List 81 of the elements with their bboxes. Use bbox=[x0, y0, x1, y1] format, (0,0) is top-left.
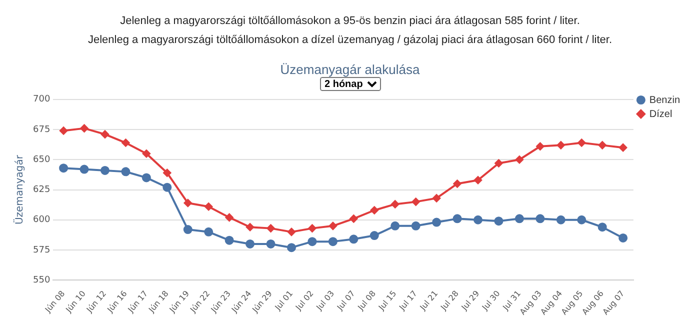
y-tick-label: 575 bbox=[32, 245, 50, 256]
point bbox=[142, 150, 150, 158]
x-tick-label: Jul 15 bbox=[376, 289, 398, 313]
point bbox=[598, 222, 607, 232]
point bbox=[328, 222, 337, 230]
point bbox=[224, 236, 234, 245]
point bbox=[142, 173, 151, 182]
point bbox=[556, 215, 566, 224]
point bbox=[474, 176, 482, 184]
point bbox=[266, 239, 276, 248]
point bbox=[308, 224, 316, 232]
point bbox=[578, 138, 586, 147]
point bbox=[204, 227, 214, 236]
point bbox=[514, 214, 524, 224]
legend-label: Benzin bbox=[649, 94, 680, 106]
point bbox=[80, 164, 89, 174]
text: Jelenleg a magyarországi töltőállomásokon a 95-ös benzin piaci ára átlagosan 585 forint / liter. bbox=[119, 14, 581, 29]
point bbox=[349, 234, 358, 244]
x-tick-label: Jul 17 bbox=[397, 289, 419, 313]
point bbox=[536, 214, 545, 224]
x-tick-label: Jul 21 bbox=[418, 289, 440, 313]
point bbox=[163, 168, 172, 177]
point bbox=[432, 194, 441, 202]
y-axis-title: Üzemanyagár bbox=[12, 154, 26, 225]
point bbox=[184, 199, 192, 208]
point bbox=[246, 239, 255, 248]
point bbox=[266, 224, 275, 232]
point bbox=[370, 231, 379, 240]
point bbox=[577, 215, 586, 224]
x-tick-label: Jul 07 bbox=[334, 289, 357, 313]
point bbox=[225, 213, 234, 222]
y-tick-label: 700 bbox=[32, 94, 50, 105]
point bbox=[308, 237, 317, 246]
point bbox=[286, 243, 296, 252]
x-tick-label: Jul 28 bbox=[438, 289, 460, 313]
y-tick-label: 550 bbox=[32, 275, 50, 286]
point bbox=[80, 124, 88, 132]
point bbox=[204, 202, 213, 211]
legend-label: Dízel bbox=[649, 108, 672, 120]
point bbox=[60, 126, 68, 135]
point bbox=[598, 141, 606, 150]
point bbox=[122, 138, 130, 147]
x-tick-label: Jul 29 bbox=[459, 289, 482, 313]
y-tick-label: 650 bbox=[32, 154, 50, 165]
point bbox=[100, 166, 110, 175]
point bbox=[453, 180, 462, 188]
point bbox=[328, 237, 338, 246]
point bbox=[390, 221, 400, 230]
chart-title: Üzemanyagár alakulása bbox=[279, 62, 421, 77]
point bbox=[100, 130, 109, 138]
x-tick-label: Jul 03 bbox=[314, 289, 336, 313]
period-dropdown: 2 hónap bbox=[320, 77, 380, 91]
point bbox=[619, 144, 628, 152]
point bbox=[411, 221, 420, 230]
point bbox=[494, 159, 503, 168]
x-tick-label: Jul 02 bbox=[293, 289, 316, 313]
y-tick-label: 600 bbox=[32, 215, 50, 226]
point bbox=[452, 214, 462, 224]
point bbox=[618, 233, 628, 242]
point bbox=[287, 228, 296, 236]
point bbox=[246, 223, 254, 232]
point bbox=[432, 218, 442, 227]
point bbox=[515, 156, 524, 164]
point bbox=[494, 216, 504, 226]
x-tick-label: Jul 08 bbox=[356, 289, 378, 313]
y-tick-label: 675 bbox=[32, 124, 50, 135]
point bbox=[370, 206, 378, 214]
point bbox=[391, 200, 400, 208]
point bbox=[350, 214, 358, 223]
point bbox=[121, 167, 130, 176]
point bbox=[474, 215, 482, 224]
y-tick-label: 625 bbox=[32, 185, 50, 196]
point bbox=[412, 198, 420, 206]
point bbox=[556, 141, 565, 150]
x-tick-label: Jul 30 bbox=[480, 289, 502, 313]
text: Jelenleg a magyarországi töltőállomásokon a dízel üzemanyag / gázolaj piaci ára átlagosan 660 forint / liter. bbox=[86, 33, 614, 48]
x-tick-label: Jul 01 bbox=[272, 289, 295, 313]
point bbox=[183, 225, 192, 234]
point bbox=[59, 164, 68, 173]
point bbox=[162, 182, 172, 192]
point bbox=[536, 142, 544, 150]
